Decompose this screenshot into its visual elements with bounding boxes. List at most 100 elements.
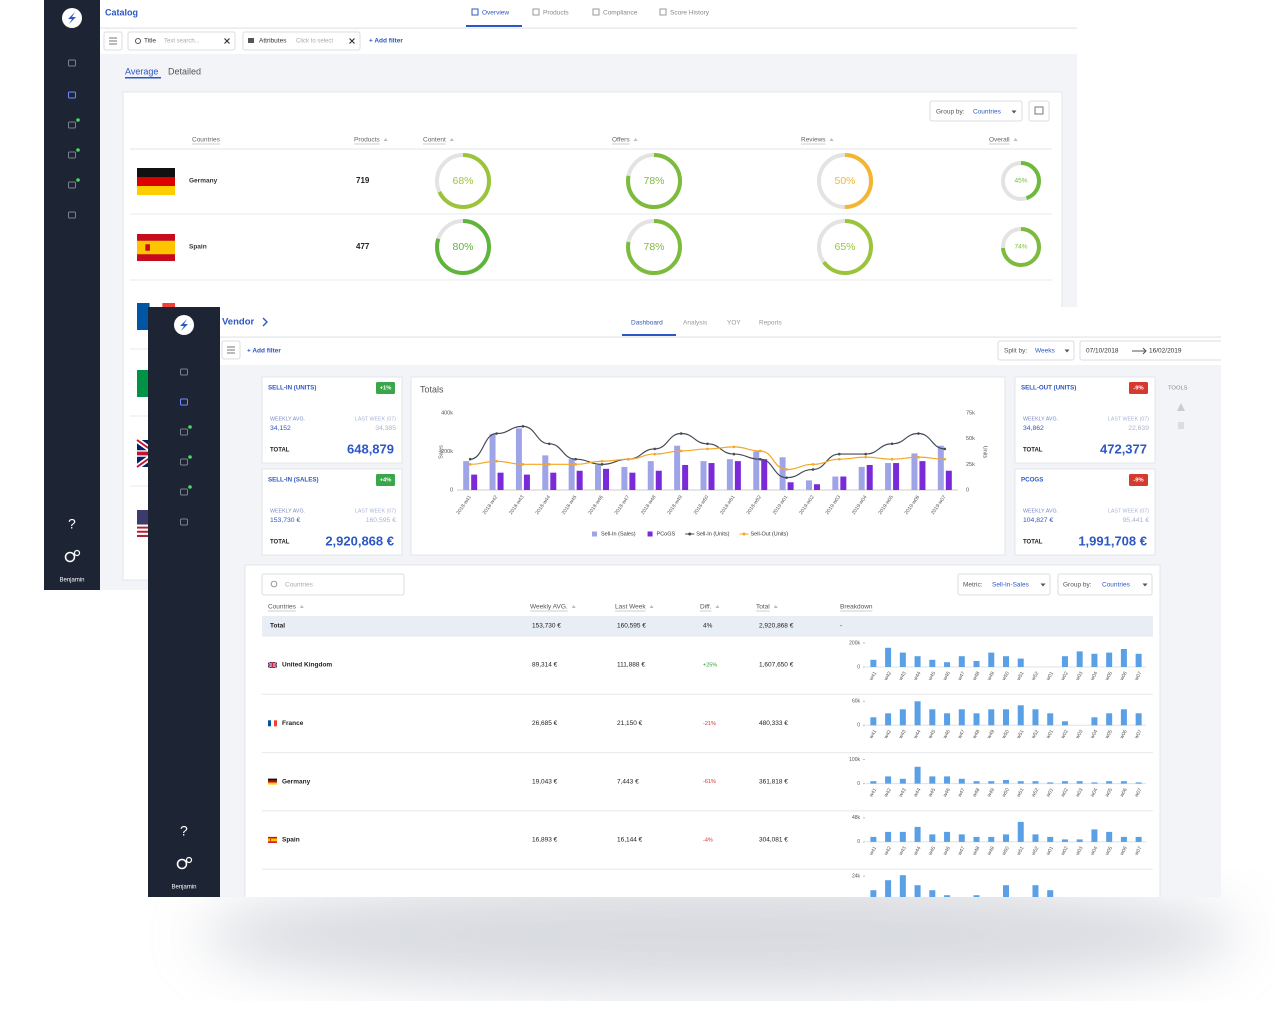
- spark-x-label: w03: [1075, 670, 1085, 681]
- view-tab[interactable]: Detailed: [168, 66, 201, 76]
- column-header[interactable]: Diff.: [700, 604, 712, 611]
- help-icon[interactable]: ?: [68, 516, 76, 532]
- date-to[interactable]: 16/02/2019: [1149, 348, 1182, 355]
- tab[interactable]: Overview: [482, 10, 509, 17]
- nav-icon[interactable]: [180, 398, 188, 406]
- spark-bar: [1003, 834, 1009, 842]
- gauge-arc: [626, 219, 682, 275]
- spark-bar: [1032, 781, 1039, 784]
- nav-icon[interactable]: [180, 368, 188, 376]
- column-header[interactable]: Total: [756, 604, 770, 611]
- spark-bar: [973, 895, 980, 897]
- legend-label[interactable]: PCoGS: [657, 531, 676, 537]
- tab[interactable]: Analysis: [683, 320, 708, 327]
- spark-x-label: w44: [913, 729, 923, 740]
- flag-part: [137, 303, 150, 330]
- breadcrumb-chevron: [262, 317, 268, 327]
- calendar-button[interactable]: [1028, 100, 1050, 122]
- legend-label[interactable]: Sell-Out (Units): [751, 531, 789, 537]
- bar: [550, 472, 557, 490]
- nav-icon[interactable]: [68, 121, 76, 129]
- column-header[interactable]: Content: [423, 137, 446, 144]
- tab[interactable]: Dashboard: [631, 320, 663, 327]
- caret: [1064, 349, 1070, 353]
- spark-x-label: w45: [927, 729, 937, 740]
- kpi-badge: [1129, 382, 1148, 394]
- spark-x-label: w46: [942, 729, 952, 740]
- clear-icon[interactable]: [349, 38, 355, 44]
- y2-axis-label: Units: [982, 446, 988, 459]
- kpi-badge-label: +1%: [380, 386, 392, 392]
- spark-bar: [899, 709, 906, 726]
- tab[interactable]: Reports: [759, 320, 783, 327]
- nav-icon[interactable]: [68, 59, 76, 67]
- date-range[interactable]: [1079, 340, 1230, 361]
- nav-icon[interactable]: [180, 488, 188, 496]
- spark-bar: [958, 656, 965, 667]
- legend-label[interactable]: Sell-In (Units): [696, 531, 729, 537]
- settings-icon-small: [185, 856, 193, 864]
- help-icon[interactable]: ?: [180, 823, 188, 839]
- legend-label[interactable]: Sell-In (Sales): [601, 531, 636, 537]
- tab[interactable]: Products: [543, 10, 569, 17]
- search-box[interactable]: [261, 573, 405, 596]
- spark-bar: [929, 890, 936, 897]
- nav-icon[interactable]: [180, 458, 188, 466]
- settings-icon[interactable]: [176, 858, 188, 870]
- group-by-dropdown[interactable]: [929, 100, 1023, 122]
- spark-x-label: w03: [1075, 787, 1085, 798]
- caret: [1142, 583, 1148, 587]
- spark-bar: [944, 776, 951, 784]
- split-dropdown[interactable]: [997, 340, 1075, 361]
- column-header[interactable]: Countries: [192, 137, 221, 144]
- page-title: Vendor: [222, 317, 255, 328]
- column-header[interactable]: Overall: [989, 137, 1010, 144]
- spark-tick-label: 60k: [852, 699, 861, 705]
- metric-dropdown[interactable]: [957, 573, 1051, 596]
- spark-x-label: w49: [986, 845, 996, 856]
- tab[interactable]: YOY: [727, 320, 741, 327]
- date-from[interactable]: 07/10/2018: [1086, 348, 1119, 355]
- nav-icon[interactable]: [68, 211, 76, 219]
- attributes-filter[interactable]: [242, 31, 361, 51]
- nav-icon[interactable]: [68, 151, 76, 159]
- tool-icon[interactable]: [1177, 403, 1185, 411]
- bar: [629, 472, 636, 490]
- title-filter[interactable]: [127, 31, 236, 51]
- nav-icon[interactable]: [180, 518, 188, 526]
- clear-icon[interactable]: [224, 38, 230, 44]
- add-filter[interactable]: + Add filter: [247, 348, 281, 355]
- line-point: [785, 468, 788, 471]
- total-cell: 160,595 €: [617, 623, 646, 630]
- column-header[interactable]: Weekly AVG.: [530, 604, 568, 611]
- view-tab[interactable]: Average: [125, 66, 158, 76]
- settings-icon[interactable]: [64, 551, 76, 563]
- column-header[interactable]: Breakdown: [840, 604, 873, 611]
- y-tick-label: 200k: [441, 449, 453, 455]
- kpi-weekly-value: 104,827 €: [1023, 517, 1053, 524]
- spark-x-label: w01: [1045, 670, 1055, 681]
- kpi-weekly-label: WEEKLY AVG.: [1023, 416, 1058, 422]
- nav-icon[interactable]: [68, 91, 76, 99]
- kpi-badge: [376, 382, 395, 394]
- column-header[interactable]: Offers: [612, 137, 630, 144]
- gauge-label: 50%: [834, 175, 855, 187]
- user-name[interactable]: Benjamin: [171, 885, 196, 891]
- tool-icon[interactable]: [1178, 422, 1184, 429]
- spark-bar: [870, 836, 877, 842]
- add-filter[interactable]: + Add filter: [369, 38, 403, 45]
- spark-bar: [899, 875, 906, 897]
- spark-bar: [1120, 836, 1127, 842]
- nav-icon[interactable]: [68, 181, 76, 189]
- group-by-dropdown[interactable]: [1057, 573, 1153, 596]
- nav-icon[interactable]: [180, 428, 188, 436]
- column-header[interactable]: Products: [354, 137, 380, 144]
- column-header[interactable]: Reviews: [801, 137, 826, 144]
- column-header[interactable]: Countries: [268, 604, 297, 611]
- spark-bar: [973, 713, 980, 726]
- flag-part: [268, 778, 277, 781]
- user-name[interactable]: Benjamin: [59, 578, 84, 584]
- column-header[interactable]: Last Week: [615, 604, 646, 611]
- tab[interactable]: Compliance: [603, 10, 638, 17]
- tab[interactable]: Score History: [670, 10, 710, 17]
